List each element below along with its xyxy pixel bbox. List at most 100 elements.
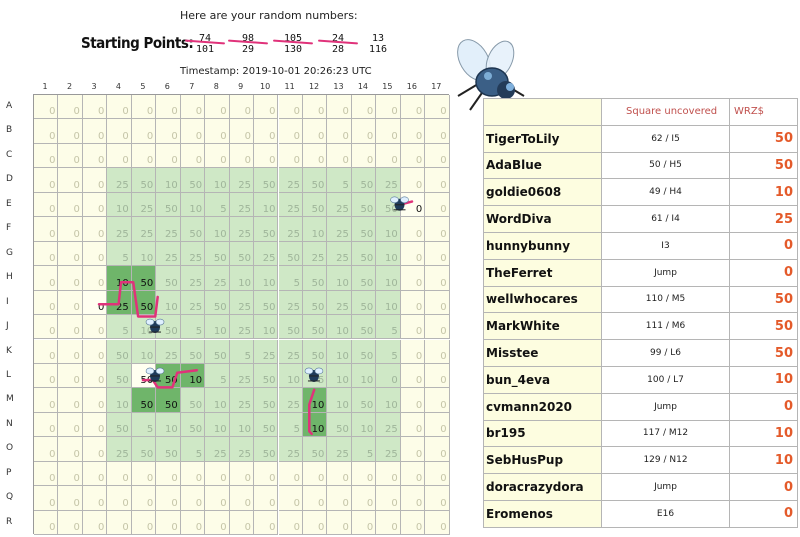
grid-cell[interactable]: 0 — [82, 290, 108, 316]
grid-cell[interactable]: 5 — [131, 412, 157, 438]
grid-cell[interactable]: 25 — [156, 339, 181, 364]
grid-cell[interactable]: 0 — [34, 437, 59, 462]
grid-cell[interactable]: 50 — [229, 241, 255, 267]
grid-cell[interactable]: 50 — [351, 290, 377, 316]
grid-cell[interactable]: 0 — [82, 363, 108, 389]
grid-cell[interactable]: 10 — [327, 315, 352, 340]
grid-cell[interactable]: 0 — [229, 486, 255, 511]
grid-cell[interactable]: 0 — [400, 95, 426, 120]
grid-cell[interactable]: 50 — [156, 192, 181, 218]
grid-cell[interactable]: 25 — [180, 266, 206, 291]
grid-cell[interactable]: 0 — [131, 510, 157, 536]
grid-cell[interactable]: 0 — [82, 192, 108, 218]
grid-cell[interactable]: 25 — [278, 192, 303, 218]
grid-cell[interactable]: 0 — [156, 95, 181, 120]
grid-cell[interactable]: 0 — [82, 486, 108, 511]
grid-cell[interactable]: 0 — [180, 486, 206, 511]
grid-cell[interactable]: 0 — [34, 315, 59, 340]
grid-cell[interactable]: 25 — [229, 315, 255, 340]
grid-cell[interactable]: 5 — [107, 241, 132, 267]
grid-cell[interactable]: 0 — [180, 143, 206, 169]
grid-cell[interactable]: 25 — [327, 192, 352, 218]
grid-cell[interactable]: 0 — [327, 95, 352, 120]
grid-cell[interactable]: 10 — [205, 217, 230, 242]
grid-cell[interactable]: 5 — [107, 315, 132, 340]
grid-cell[interactable]: 0 — [425, 412, 450, 438]
grid-cell[interactable]: 10 — [254, 315, 279, 340]
grid-cell[interactable]: 25 — [180, 241, 206, 267]
grid-cell[interactable]: 10 — [205, 412, 230, 438]
grid-cell[interactable]: 10 — [131, 315, 157, 340]
grid-cell[interactable]: 0 — [58, 266, 83, 291]
grid-cell[interactable]: 5 — [351, 437, 377, 462]
grid-cell[interactable]: 50 — [180, 412, 206, 438]
grid-cell[interactable]: 50 — [376, 192, 401, 218]
grid-cell[interactable]: 0 — [205, 461, 230, 487]
grid-cell[interactable]: 0 — [400, 461, 426, 487]
grid-cell[interactable]: 0 — [229, 119, 255, 144]
grid-cell[interactable]: 0 — [400, 339, 426, 364]
grid-cell[interactable]: 0 — [156, 119, 181, 144]
grid-cell[interactable]: 0 — [82, 119, 108, 144]
grid-cell[interactable]: 0 — [180, 95, 206, 120]
grid-cell[interactable]: 50 — [205, 241, 230, 267]
grid-cell[interactable]: 10 — [205, 315, 230, 340]
grid-cell[interactable]: 0 — [327, 119, 352, 144]
grid-cell[interactable]: 0 — [425, 486, 450, 511]
grid-cell[interactable]: 0 — [254, 486, 279, 511]
grid-cell[interactable]: 0 — [58, 95, 83, 120]
grid-cell[interactable]: 5 — [278, 266, 303, 291]
grid-cell[interactable]: 0 — [400, 266, 426, 291]
grid-cell[interactable]: 0 — [107, 486, 132, 511]
grid-cell[interactable]: 25 — [376, 437, 401, 462]
grid-cell[interactable]: 5 — [205, 363, 230, 389]
grid-cell[interactable]: 50 — [254, 437, 279, 462]
grid-cell[interactable]: 10 — [180, 363, 206, 389]
grid-cell[interactable]: 25 — [180, 290, 206, 316]
grid-cell[interactable]: 0 — [107, 510, 132, 536]
grid-cell[interactable]: 10 — [107, 388, 132, 413]
grid-cell[interactable]: 0 — [58, 241, 83, 267]
grid-cell[interactable]: 50 — [156, 266, 181, 291]
grid-cell[interactable]: 50 — [351, 241, 377, 267]
grid-cell[interactable]: 0 — [400, 290, 426, 316]
grid-cell[interactable]: 25 — [229, 192, 255, 218]
grid-cell[interactable]: 50 — [302, 266, 328, 291]
grid-cell[interactable]: 0 — [327, 486, 352, 511]
grid-cell[interactable]: 0 — [254, 510, 279, 536]
grid-cell[interactable]: 0 — [156, 461, 181, 487]
grid-cell[interactable]: 0 — [131, 461, 157, 487]
grid-cell[interactable]: 10 — [327, 339, 352, 364]
grid-cell[interactable]: 50 — [351, 192, 377, 218]
grid-cell[interactable]: 50 — [180, 168, 206, 193]
grid-cell[interactable]: 0 — [254, 461, 279, 487]
grid-cell[interactable]: 0 — [278, 95, 303, 120]
grid-cell[interactable]: 10 — [302, 388, 328, 413]
grid-cell[interactable]: 25 — [278, 290, 303, 316]
grid-cell[interactable]: 50 — [302, 437, 328, 462]
grid-cell[interactable]: 50 — [351, 217, 377, 242]
grid-cell[interactable]: 10 — [278, 363, 303, 389]
grid-cell[interactable]: 0 — [425, 290, 450, 316]
grid-cell[interactable]: 0 — [351, 510, 377, 536]
grid-cell[interactable]: 25 — [156, 217, 181, 242]
grid-cell[interactable]: 50 — [131, 290, 157, 316]
grid-cell[interactable]: 10 — [229, 266, 255, 291]
grid-cell[interactable]: 0 — [58, 388, 83, 413]
grid-cell[interactable]: 0 — [400, 510, 426, 536]
grid-cell[interactable]: 0 — [327, 461, 352, 487]
grid-cell[interactable]: 0 — [400, 315, 426, 340]
grid-cell[interactable]: 50 — [180, 388, 206, 413]
grid-cell[interactable]: 0 — [229, 510, 255, 536]
grid-cell[interactable]: 0 — [205, 95, 230, 120]
grid-cell[interactable]: 50 — [107, 412, 132, 438]
grid-cell[interactable]: 5 — [327, 168, 352, 193]
grid-cell[interactable]: 10 — [302, 217, 328, 242]
grid-cell[interactable]: 0 — [180, 461, 206, 487]
grid-cell[interactable]: 50 — [131, 266, 157, 291]
grid-cell[interactable]: 0 — [425, 339, 450, 364]
grid-cell[interactable]: 0 — [107, 143, 132, 169]
grid-cell[interactable]: 10 — [180, 192, 206, 218]
grid-cell[interactable]: 0 — [278, 510, 303, 536]
grid-cell[interactable]: 10 — [376, 217, 401, 242]
